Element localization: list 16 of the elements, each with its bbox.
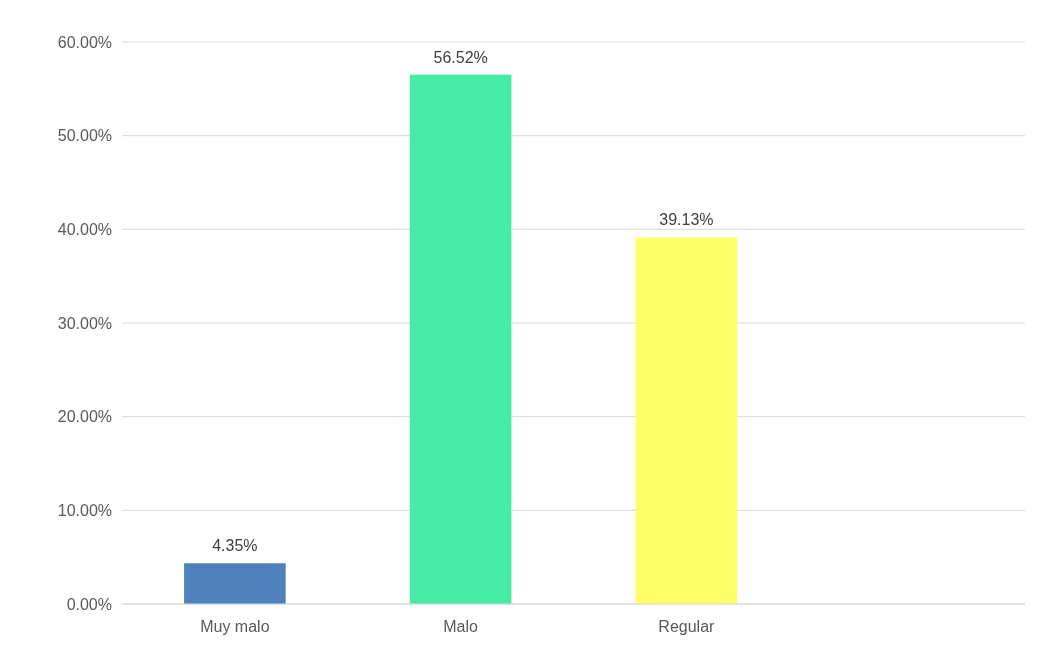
x-tick-label: Malo [443,618,479,635]
y-tick-label: 0.00% [66,595,112,613]
x-tick-label: Regular [658,618,716,635]
y-tick-label: 30.00% [57,314,112,332]
data-label: 56.52% [433,48,488,66]
y-tick-label: 60.00% [57,33,112,51]
bar [409,74,512,604]
data-label: 39.13% [659,211,714,229]
y-tick-label: 10.00% [57,501,112,519]
x-tick-label: Muy malo [200,618,270,635]
y-tick-label: 20.00% [57,408,112,426]
y-tick-label: 40.00% [57,220,112,238]
y-tick-label: 50.00% [57,127,112,145]
bar [635,237,738,604]
bar [184,563,286,604]
data-label: 4.35% [212,537,258,555]
